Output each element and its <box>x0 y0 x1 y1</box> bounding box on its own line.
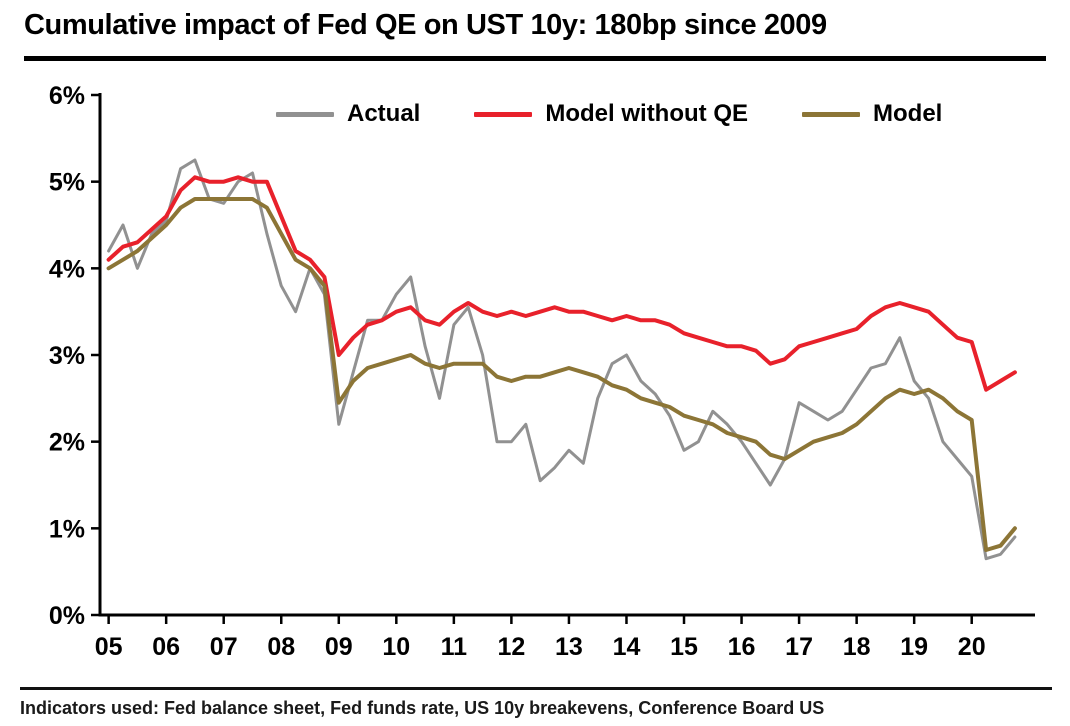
series-line-model-without-qe <box>106 175 1017 392</box>
x-tick-label: 14 <box>613 633 641 661</box>
x-tick-label: 10 <box>382 633 410 661</box>
x-tick-label: 17 <box>785 633 813 661</box>
series-line-model <box>106 197 1017 552</box>
y-tick-label: 2% <box>49 429 85 457</box>
x-tick-label: 08 <box>267 633 295 661</box>
legend-item-model-without-qe: Model without QE <box>474 100 748 128</box>
legend-item-actual: Actual <box>276 100 420 128</box>
legend-swatch <box>276 111 334 117</box>
chart-area: 0% 1% 2% 3% 4% 5% 6% 05 06 07 08 09 10 11 12 13 14 15 16 17… <box>0 70 1070 670</box>
x-tick-label: 12 <box>497 633 525 661</box>
footer-divider <box>20 687 1052 690</box>
x-tick-label: 13 <box>555 633 583 661</box>
x-tick-label: 20 <box>958 633 986 661</box>
x-tick-label: 09 <box>325 633 353 661</box>
legend-label: Model without QE <box>545 100 748 127</box>
y-tick-label: 0% <box>49 602 85 630</box>
y-tick-label: 5% <box>49 169 85 197</box>
x-tick-label: 15 <box>670 633 698 661</box>
line-chart: 0% 1% 2% 3% 4% 5% 6% 05 06 07 08 09 10 11 12 13 14 15 16 17… <box>49 82 1035 661</box>
legend-item-model: Model <box>802 100 942 128</box>
x-tick-label: 19 <box>900 633 928 661</box>
title-divider <box>24 56 1046 61</box>
legend-label: Model <box>873 100 943 127</box>
legend-swatch <box>474 111 533 117</box>
legend-swatch <box>802 111 860 117</box>
x-tick-label: 16 <box>728 633 756 661</box>
x-tick-label: 18 <box>843 633 871 661</box>
x-tick-label: 06 <box>152 633 180 661</box>
y-tick-label: 3% <box>49 342 85 370</box>
footer-note: Indicators used: Fed balance sheet, Fed … <box>20 698 825 718</box>
legend-label: Actual <box>347 100 421 127</box>
x-tick-label: 07 <box>210 633 238 661</box>
y-tick-label: 6% <box>49 82 85 110</box>
y-tick-label: 4% <box>49 255 85 283</box>
series-line-actual <box>107 158 1017 561</box>
chart-legend: Actual Model without QE Model <box>276 100 942 128</box>
x-tick-label: 05 <box>95 633 123 661</box>
x-tick-label: 11 <box>441 633 468 661</box>
chart-title: Cumulative impact of Fed QE on UST 10y: … <box>24 9 827 41</box>
y-tick-label: 1% <box>49 515 85 543</box>
